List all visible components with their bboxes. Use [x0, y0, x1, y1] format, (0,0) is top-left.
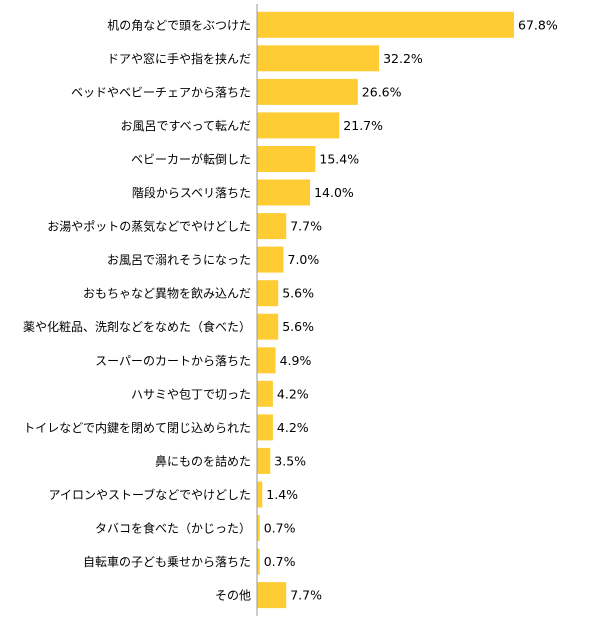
category-label-15: アイロンやストーブなどでやけどした — [49, 487, 251, 502]
category-labels-group: 机の角などで頭をぶつけたドアや窓に手や指を挟んだベッドやベビーチェアから落ちたお… — [23, 18, 251, 602]
category-label-3: ベッドやベビーチェアから落ちた — [71, 85, 251, 99]
bar-18 — [257, 582, 287, 609]
bar-9 — [257, 280, 279, 307]
bar-10 — [257, 313, 279, 340]
bar-11 — [257, 347, 276, 374]
category-label-12: ハサミや包丁で切った — [131, 387, 251, 401]
bar-5 — [257, 146, 316, 172]
category-label-8: お風呂で溺れそうになった — [107, 253, 251, 267]
bar-6 — [257, 179, 311, 206]
category-label-6: 階段からスベリ落ちた — [132, 185, 251, 200]
bar-1 — [257, 11, 514, 38]
bars-group — [257, 11, 514, 609]
bar-14 — [257, 447, 271, 474]
category-label-17: 自転車の子ども乗せから落ちた — [83, 555, 251, 569]
value-label-5: 15.4% — [319, 152, 359, 167]
value-label-8: 7.0% — [288, 252, 320, 267]
category-label-11: スーパーのカートから落ちた — [95, 354, 251, 368]
value-label-18: 7.7% — [290, 588, 322, 603]
value-label-14: 3.5% — [274, 453, 306, 468]
bar-8 — [257, 246, 284, 273]
value-label-15: 1.4% — [266, 487, 298, 502]
value-label-6: 14.0% — [314, 185, 354, 200]
bar-3 — [257, 78, 358, 105]
category-label-4: お風呂ですべって転んだ — [120, 119, 251, 133]
category-label-2: ドアや窓に手や指を挟んだ — [107, 51, 251, 66]
value-label-12: 4.2% — [277, 386, 309, 401]
value-label-4: 21.7% — [343, 118, 383, 133]
bar-16 — [257, 515, 260, 541]
bar-13 — [257, 414, 273, 441]
bar-4 — [257, 112, 340, 139]
category-label-7: お湯やポットの蒸気などでやけどした — [47, 219, 251, 234]
bar-7 — [257, 213, 287, 240]
value-labels-group: 67.8% 32.2% 26.6% 21.7% 15.4% 14.0% 7.7% 7.0% 5.… — [264, 17, 558, 602]
category-label-18: その他 — [215, 589, 251, 603]
bar-2 — [257, 45, 380, 72]
value-label-3: 26.6% — [362, 84, 402, 99]
category-label-14: 鼻にものを詰めた — [155, 453, 251, 468]
value-label-16: 0.7% — [264, 521, 296, 536]
bar-12 — [257, 380, 273, 407]
value-label-11: 4.9% — [280, 353, 312, 368]
value-label-17: 0.7% — [264, 554, 296, 569]
value-label-13: 4.2% — [277, 420, 309, 435]
category-label-10: 薬や化粧品、洗剤などをなめた（食べた） — [23, 319, 251, 334]
category-label-9: おもちゃなど異物を飲み込んだ — [83, 286, 251, 301]
value-label-9: 5.6% — [282, 286, 314, 301]
value-label-2: 32.2% — [383, 51, 423, 66]
value-label-1: 67.8% — [518, 17, 558, 32]
category-label-1: 机の角などで頭をぶつけた — [107, 18, 251, 32]
bar-15 — [257, 481, 263, 508]
value-label-7: 7.7% — [290, 219, 322, 234]
bar-17 — [257, 548, 260, 575]
category-label-5: ベビーカーが転倒した — [131, 152, 251, 167]
category-label-16: タバコを食べた（かじった） — [95, 521, 251, 536]
category-label-13: トイレなどで内鍵を閉めて閉じ込められた — [23, 420, 251, 435]
value-label-10: 5.6% — [282, 319, 314, 334]
